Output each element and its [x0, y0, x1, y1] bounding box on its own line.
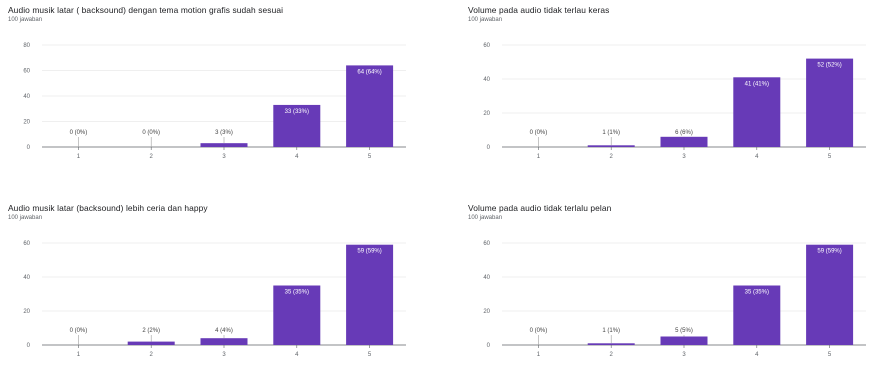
y-tick-label: 40 — [23, 94, 30, 100]
x-tick-label: 3 — [682, 352, 686, 358]
y-tick-label: 60 — [483, 43, 490, 49]
bar — [806, 244, 854, 345]
data-label: 52 (52%) — [817, 63, 841, 69]
x-tick-label: 1 — [537, 154, 541, 160]
bar — [733, 77, 781, 147]
y-tick-label: 60 — [483, 241, 490, 247]
data-label: 0 (0%) — [70, 130, 88, 136]
bar-chart-1: 0 20 40 60 80 0 (0%) 1 0 (0%) 2 3 (3%) 3 33 (33%) 4 6… — [23, 43, 406, 160]
x-tick-label: 4 — [295, 154, 299, 160]
x-tick-label: 4 — [755, 352, 759, 358]
chart-panel-4: Volume pada audio tidak terlalu pelan 10… — [468, 203, 869, 371]
bar — [806, 58, 854, 147]
x-tick-label: 2 — [150, 154, 154, 160]
x-tick-label: 1 — [77, 154, 81, 160]
data-label: 5 (5%) — [675, 328, 693, 334]
x-tick-label: 2 — [610, 154, 614, 160]
y-tick-label: 20 — [23, 309, 30, 315]
y-tick-label: 20 — [23, 120, 30, 126]
bar — [587, 145, 635, 147]
x-tick-label: 5 — [368, 352, 372, 358]
x-tick-label: 5 — [368, 154, 372, 160]
bar — [660, 336, 708, 345]
x-tick-label: 4 — [295, 352, 299, 358]
chart-title: Audio musik latar (backsound) lebih ceri… — [8, 203, 208, 213]
y-tick-label: 60 — [23, 241, 30, 247]
data-label: 64 (64%) — [357, 69, 381, 75]
chart-title: Audio musik latar ( backsound) dengan te… — [8, 5, 284, 15]
chart-subtitle: 100 jawaban — [8, 17, 43, 23]
x-tick-label: 5 — [828, 352, 832, 358]
x-tick-label: 3 — [222, 154, 226, 160]
y-tick-label: 0 — [487, 145, 491, 151]
bar-chart-2: 0 20 40 60 0 (0%) 1 1 (1%) 2 6 (6%) 3 41 (41%) 4 52 … — [483, 43, 866, 160]
bar-chart-3: 0 20 40 60 0 (0%) 1 2 (2%) 2 4 (4%) 3 35 (35%) 4 59 … — [23, 241, 406, 358]
data-label: 1 (1%) — [602, 130, 620, 136]
data-label: 1 (1%) — [602, 328, 620, 334]
bar — [273, 104, 321, 147]
y-tick-label: 60 — [23, 69, 30, 75]
y-tick-label: 40 — [483, 77, 490, 83]
y-tick-label: 0 — [27, 343, 31, 349]
x-tick-label: 3 — [682, 154, 686, 160]
bar — [200, 143, 248, 147]
y-tick-label: 20 — [483, 309, 490, 315]
data-label: 6 (6%) — [675, 130, 693, 136]
x-tick-label: 1 — [537, 352, 541, 358]
data-label: 0 (0%) — [142, 130, 160, 136]
bar — [660, 136, 708, 147]
chart-panel-3: Audio musik latar (backsound) lebih ceri… — [8, 203, 428, 371]
y-tick-label: 20 — [483, 111, 490, 117]
data-label: 0 (0%) — [530, 328, 548, 334]
y-tick-label: 40 — [483, 275, 490, 281]
chart-title: Volume pada audio tidak terlau keras — [468, 5, 610, 15]
data-label: 0 (0%) — [70, 328, 88, 334]
bar-chart-4: 0 20 40 60 0 (0%) 1 1 (1%) 2 5 (5%) 3 35 (35%) 4 59 … — [483, 241, 866, 358]
x-tick-label: 3 — [222, 352, 226, 358]
x-tick-label: 2 — [150, 352, 154, 358]
bar — [273, 285, 321, 345]
chart-subtitle: 100 jawaban — [468, 215, 503, 221]
data-label: 35 (35%) — [285, 290, 309, 296]
data-label: 35 (35%) — [745, 290, 769, 296]
y-tick-label: 0 — [27, 145, 31, 151]
x-tick-label: 5 — [828, 154, 832, 160]
data-label: 41 (41%) — [745, 81, 769, 87]
y-tick-label: 40 — [23, 275, 30, 281]
x-tick-label: 1 — [77, 352, 81, 358]
bar — [127, 341, 175, 345]
bar — [587, 343, 635, 345]
chart-panel-2: Volume pada audio tidak terlau keras 100… — [468, 5, 869, 173]
bar — [346, 65, 394, 147]
data-label: 0 (0%) — [530, 130, 548, 136]
y-tick-label: 80 — [23, 43, 30, 49]
y-tick-label: 0 — [487, 343, 491, 349]
x-tick-label: 4 — [755, 154, 759, 160]
bar — [733, 285, 781, 345]
chart-subtitle: 100 jawaban — [468, 17, 503, 23]
chart-title: Volume pada audio tidak terlalu pelan — [468, 203, 612, 213]
data-label: 59 (59%) — [817, 249, 841, 255]
data-label: 59 (59%) — [357, 249, 381, 255]
data-label: 3 (3%) — [215, 130, 233, 136]
chart-subtitle: 100 jawaban — [8, 215, 43, 221]
data-label: 2 (2%) — [142, 328, 160, 334]
data-label: 4 (4%) — [215, 328, 233, 334]
bar — [346, 244, 394, 345]
data-label: 33 (33%) — [285, 109, 309, 115]
bar — [200, 338, 248, 345]
chart-panel-1: Audio musik latar ( backsound) dengan te… — [8, 5, 428, 173]
x-tick-label: 2 — [610, 352, 614, 358]
